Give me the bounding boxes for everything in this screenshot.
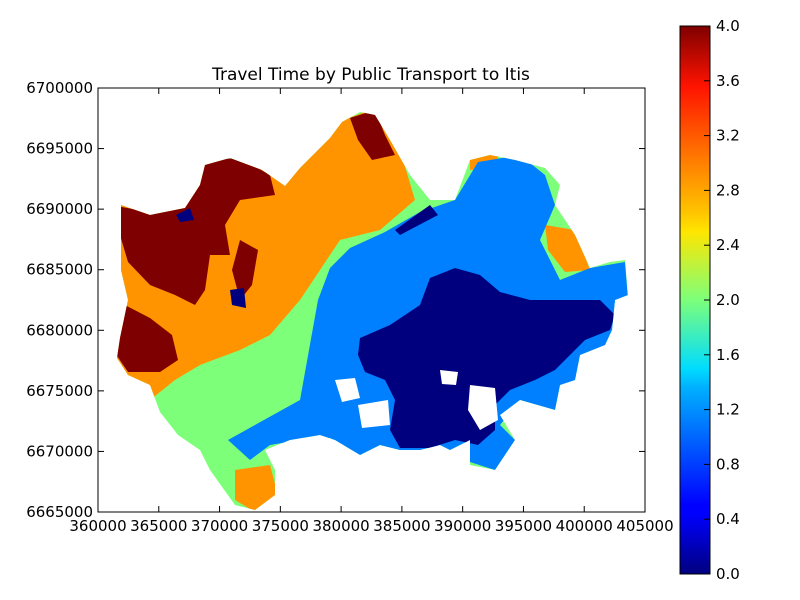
axes-frame (97, 87, 646, 513)
class-3-region-east (545, 225, 590, 272)
y-tick-label: 6665000 (26, 503, 93, 521)
x-tick-label: 360000 (69, 517, 126, 535)
y-ticks: 6665000 6670000 6675000 6680000 6685000 66900… (26, 79, 645, 521)
y-tick-label: 6670000 (26, 442, 93, 460)
x-tick-label: 375000 (252, 517, 309, 535)
x-tick-label: 395000 (495, 517, 552, 535)
class-4-region-west (117, 158, 275, 305)
class-4-region-west-lobe (117, 300, 178, 372)
y-tick-label: 6685000 (26, 261, 93, 279)
hole-3 (468, 385, 498, 430)
colorbar: 0.0 0.4 0.8 1.2 1.6 2.0 2.4 2.8 3.2 3.6 4.0 (679, 17, 740, 583)
colorbar-tick-label: 2.8 (716, 181, 740, 199)
x-tick-label: 390000 (434, 517, 491, 535)
hole-1 (335, 378, 360, 402)
colorbar-tick-label: 3.6 (716, 72, 740, 90)
colorbar-tick-label: 0.8 (716, 455, 740, 473)
heatmap (117, 112, 628, 510)
hole-4 (440, 370, 458, 385)
class-3-region-south (235, 465, 278, 510)
class-0-region (358, 268, 615, 448)
y-tick-label: 6700000 (26, 79, 93, 97)
class-0-region-ne-strip (395, 205, 438, 235)
y-tick-label: 6675000 (26, 382, 93, 400)
colorbar-ticks: 0.0 0.4 0.8 1.2 1.6 2.0 2.4 2.8 3.2 3.6 4.0 (704, 17, 740, 583)
hole-2 (358, 400, 390, 428)
colorbar-tick-label: 2.4 (716, 236, 740, 254)
colorbar-tick-label: 4.0 (716, 17, 740, 35)
y-tick-label: 6695000 (26, 140, 93, 158)
chart-title: Travel Time by Public Transport to Itis (211, 65, 530, 85)
colorbar-tick-label: 0.0 (716, 565, 740, 583)
colorbar-tick-label: 1.6 (716, 346, 740, 364)
x-tick-label: 385000 (373, 517, 430, 535)
x-tick-label: 365000 (130, 517, 187, 535)
colorbar-tick-label: 2.0 (716, 291, 740, 309)
plot-area: 360000 365000 370000 375000 380000 385000 3900… (26, 65, 673, 535)
x-ticks: 360000 365000 370000 375000 380000 385000 3900… (69, 88, 674, 535)
colorbar-tick-label: 1.2 (716, 401, 740, 419)
x-tick-label: 405000 (616, 517, 673, 535)
class-4-region-north (350, 112, 395, 160)
class-0-region-w-spot (230, 288, 246, 308)
x-tick-label: 370000 (191, 517, 248, 535)
y-tick-label: 6690000 (26, 200, 93, 218)
x-tick-label: 380000 (312, 517, 369, 535)
y-tick-label: 6680000 (26, 321, 93, 339)
class-4-region-center (232, 240, 258, 300)
x-tick-label: 400000 (556, 517, 613, 535)
colorbar-tick-label: 3.2 (716, 127, 740, 145)
colorbar-tick-label: 0.4 (716, 510, 740, 528)
class-0-region-nw-spot (176, 208, 194, 222)
